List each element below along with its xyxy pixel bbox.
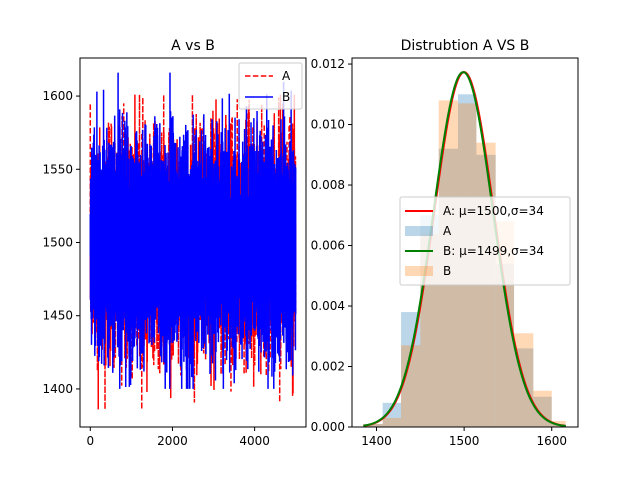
x-tick-label: 2000 (157, 434, 188, 448)
hist-bar-a (495, 263, 515, 427)
y-tick-label: 1400 (42, 382, 73, 396)
hist-bar-b (533, 390, 552, 427)
chart-title: Distrubtion A VS B (401, 38, 530, 54)
x-tick-label: 4000 (239, 434, 270, 448)
hist-bar-b (401, 345, 421, 427)
y-tick-label: 1500 (42, 236, 73, 250)
x-tick-label: 1400 (361, 434, 392, 448)
legend-handle-hist-b (405, 266, 433, 276)
legend-label-fit-a: A: μ=1500,σ=34 (443, 204, 544, 218)
x-tick-label: 1600 (536, 434, 567, 448)
legend-label-a: A (282, 69, 291, 83)
legend-label-fit-b: B: μ=1499,σ=34 (443, 244, 544, 258)
y-tick-label: 1550 (42, 162, 73, 176)
legend-handle-hist-a (405, 226, 433, 236)
x-tick-label: 0 (86, 434, 94, 448)
series-line-b (89, 72, 297, 389)
legend-label-hist-a: A (443, 224, 452, 238)
chart-title: A vs B (171, 38, 215, 54)
axes-frame (351, 57, 579, 428)
x-tick-label: 1500 (449, 434, 480, 448)
histogram-distribution: 1400 1500 1600 0.000 0.002 0.004 0.006 0.008 0.0… (311, 38, 579, 448)
series-lines (89, 72, 297, 410)
legend-box (399, 196, 571, 286)
y-tick-label: 0.010 (311, 118, 345, 132)
hist-bar-b (363, 423, 383, 427)
y-tick-label: 0.012 (311, 57, 345, 71)
legend-box (238, 62, 303, 110)
y-tick-label: 1450 (42, 309, 73, 323)
y-tick-label: 0.004 (311, 299, 345, 313)
y-tick-label: 0.008 (311, 178, 345, 192)
legend: A: μ=1500,σ=34 A B: μ=1499,σ=34 B (399, 196, 571, 286)
hist-bar-a (382, 402, 402, 427)
y-tick-label: 0.006 (311, 239, 345, 253)
legend-label-b: B (282, 90, 290, 104)
legend: AB (238, 62, 303, 110)
y-tick-label: 1600 (42, 89, 73, 103)
hist-bar-a (363, 423, 383, 427)
line-chart-a-vs-b: 0 2000 4000 1400 1450 1500 1550 1600 A vs B AB (42, 38, 307, 448)
y-tick-label: 0.000 (311, 420, 345, 434)
hist-bar-a (401, 312, 421, 427)
fit-curves (363, 71, 566, 428)
legend-label-hist-b: B (443, 264, 451, 278)
hist-bar-b (382, 417, 402, 427)
fit-curve-b (363, 71, 566, 428)
y-tick-label: 0.002 (311, 360, 345, 374)
